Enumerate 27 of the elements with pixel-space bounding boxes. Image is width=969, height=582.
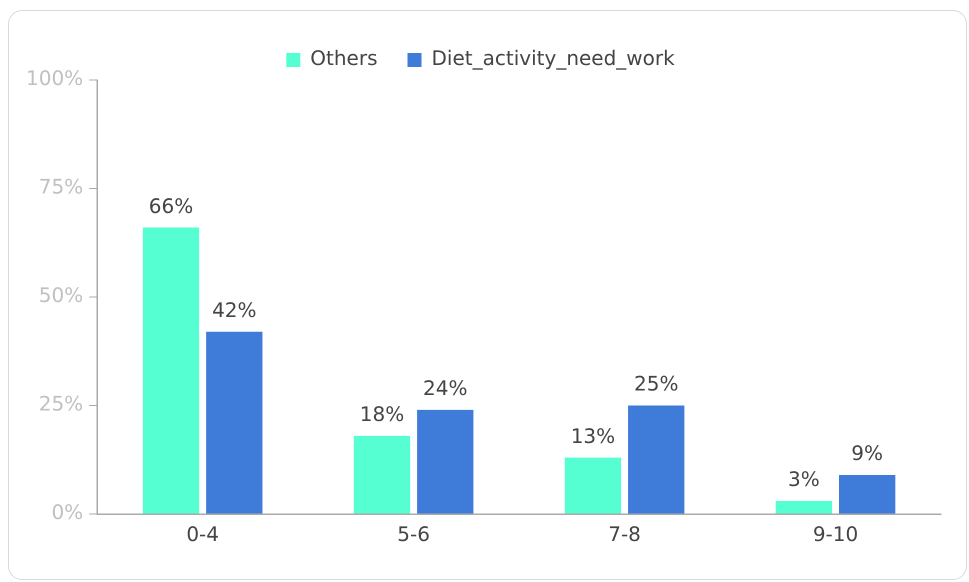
y-tick-label: 75% xyxy=(38,174,84,199)
x-tick-label: 5-6 xyxy=(397,522,430,546)
bar xyxy=(142,228,200,514)
y-tick-label: 0% xyxy=(51,500,84,524)
x-tick-label: 9-10 xyxy=(812,522,858,546)
y-tick-label: 25% xyxy=(38,392,84,416)
bar xyxy=(564,458,622,514)
data-label: 3% xyxy=(788,467,820,492)
legend-label: Others xyxy=(310,46,378,70)
data-label: 9% xyxy=(851,441,884,466)
y-tick-label: 100% xyxy=(26,66,84,90)
x-tick-label: 7-8 xyxy=(608,522,641,546)
bar xyxy=(206,332,262,514)
bar xyxy=(354,436,410,514)
bar xyxy=(628,406,684,514)
data-label: 25% xyxy=(634,372,678,396)
bar xyxy=(417,410,474,514)
legend-label: Diet_activity_need_work xyxy=(432,46,676,70)
y-tick-label: 50% xyxy=(38,283,84,308)
data-label: 24% xyxy=(423,376,468,400)
data-label: 13% xyxy=(570,424,616,448)
data-label: 66% xyxy=(148,194,194,218)
data-label: 42% xyxy=(212,298,257,322)
bar xyxy=(776,500,832,514)
x-tick-label: 0-4 xyxy=(186,522,219,546)
data-label: 18% xyxy=(360,402,404,426)
bar xyxy=(839,474,896,514)
